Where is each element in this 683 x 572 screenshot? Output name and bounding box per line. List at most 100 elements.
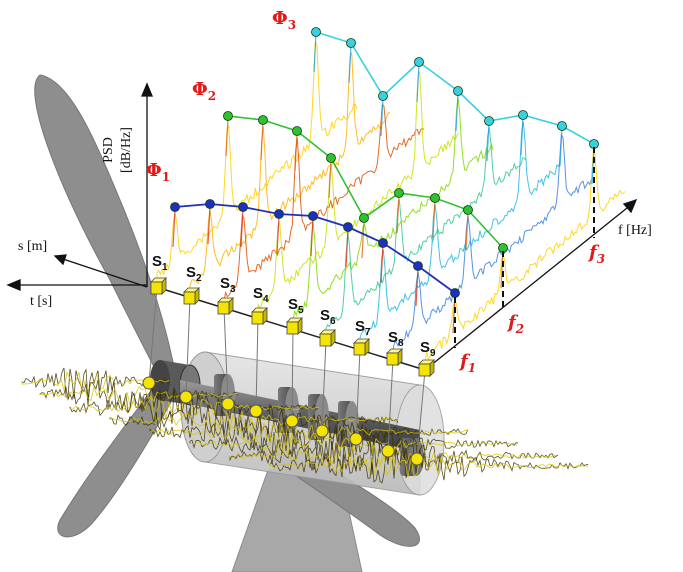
space-axis — [59, 257, 148, 288]
mode-shape-1-point — [308, 211, 318, 221]
sensor-letter: S — [253, 285, 263, 302]
mode-label-1-symbol: Φ — [146, 160, 162, 181]
sensor-label-8: S8 — [388, 329, 404, 349]
psd-peak — [416, 63, 420, 103]
mode-shape-1-point — [205, 199, 215, 209]
psd-peak — [225, 117, 229, 157]
sensor-letter: S — [355, 318, 365, 335]
psd-peak — [207, 205, 211, 245]
mode-shape-3-point — [311, 27, 321, 37]
shaft-sensor-dots — [142, 376, 424, 466]
sensor-index: 7 — [365, 327, 371, 338]
vibration-signal — [109, 402, 399, 439]
frequency-label-2-index: 2 — [515, 322, 524, 336]
sensor-label-4: S4 — [253, 285, 269, 305]
psd-spectrum — [189, 52, 391, 288]
sensor-drop-lines — [148, 287, 426, 460]
mode-label-2-symbol: Φ — [192, 79, 208, 100]
axes — [6, 82, 638, 371]
psd-peak — [380, 97, 384, 137]
frequency-label-2: f2 — [506, 312, 524, 336]
mode-shape-3-point — [484, 116, 494, 126]
shaft-sensor-dot — [410, 452, 424, 466]
mode-shape-1-point — [413, 261, 423, 271]
psd-peak — [465, 211, 469, 251]
frequency-label-3-index: 3 — [597, 252, 605, 266]
sensor-label-2: S2 — [186, 264, 202, 284]
sensor-cubes — [150, 277, 435, 377]
sensor-label-9: S9 — [420, 339, 436, 359]
psd-spectrum — [257, 71, 459, 309]
sensor-drop-line — [355, 348, 361, 440]
psd-peak — [455, 92, 459, 132]
shaft-sensor-dot — [142, 376, 156, 390]
psd-spectrum — [292, 96, 494, 321]
psd-peak — [559, 127, 563, 167]
sensor-cube — [386, 348, 403, 366]
psd-peak — [432, 199, 436, 239]
frequency-axis — [424, 203, 633, 371]
sensor-cube — [418, 359, 435, 377]
sensor-drop-line — [148, 287, 158, 384]
mode-shape-2-point — [394, 188, 404, 198]
sensor-cube — [183, 287, 200, 305]
frequency-markers — [454, 147, 595, 348]
sensor-label-6: S6 — [320, 307, 336, 327]
frequency-axis-arrow — [622, 198, 638, 214]
psd-spectra — [156, 33, 626, 361]
sensor-cube — [150, 277, 167, 295]
vibration-signal — [39, 385, 239, 407]
mode-label-1: Φ1 — [146, 160, 170, 184]
sensor-index: 8 — [398, 338, 404, 349]
vibration-signal — [109, 410, 399, 430]
vibration-signal — [149, 413, 469, 449]
psd-peak — [520, 116, 524, 156]
space-axis-arrow — [53, 254, 67, 266]
psd-peak — [345, 228, 349, 268]
psd-peak — [240, 208, 244, 248]
sensor-cube — [353, 338, 370, 356]
psd-label: PSD — [101, 137, 116, 163]
psd-unit-label: [dB/Hz] — [119, 127, 134, 173]
psd-peak — [415, 267, 419, 307]
mode-shape-1-point — [378, 238, 388, 248]
sensor-label-1: S1 — [152, 253, 168, 273]
psd-peak — [260, 121, 264, 161]
mode-shape-2-point — [292, 126, 302, 136]
sensor-index: 3 — [230, 284, 236, 295]
sensor-label-5: S5 — [288, 296, 304, 316]
mode-label-3-symbol: Φ — [272, 8, 288, 29]
mode-shape-3-point — [518, 110, 528, 120]
vibration-signal — [149, 422, 469, 444]
blade-bottom-left — [57, 384, 176, 538]
mode-shape-1-point — [170, 202, 180, 212]
space-label: s [m] — [18, 239, 47, 254]
mode-shape-2-point — [326, 153, 336, 163]
psd-spectrum — [325, 127, 527, 330]
mode-shape-2-point — [223, 111, 233, 121]
psd-peak — [361, 219, 365, 259]
mode-label-1-index: 1 — [162, 170, 170, 184]
sensor-drop-line — [416, 369, 426, 460]
mode-label-3-index: 3 — [288, 18, 296, 32]
mode-label-2-index: 2 — [208, 89, 216, 103]
mode-shape-2-point — [258, 115, 268, 125]
sensor-label-7: S7 — [355, 318, 371, 338]
sensor-cube — [251, 307, 268, 325]
psd-spectrum — [156, 41, 358, 278]
vibration-signal — [269, 454, 589, 478]
time-label: t [s] — [30, 294, 52, 309]
sensor-drop-line — [255, 317, 259, 412]
sensor-letter: S — [220, 275, 230, 292]
sensor-cube — [319, 329, 336, 347]
mode-shape-1-point — [238, 202, 248, 212]
frequency-label: f [Hz] — [618, 223, 652, 238]
mode-shape-3-point — [346, 38, 356, 48]
sensor-drop-line — [321, 339, 327, 432]
sensor-letter: S — [152, 253, 162, 270]
time-axis-arrow — [6, 279, 21, 291]
psd-peak — [348, 44, 352, 84]
psd-peak — [294, 132, 298, 172]
psd-peak — [396, 194, 400, 234]
shaft-sensor-dot — [285, 414, 299, 428]
